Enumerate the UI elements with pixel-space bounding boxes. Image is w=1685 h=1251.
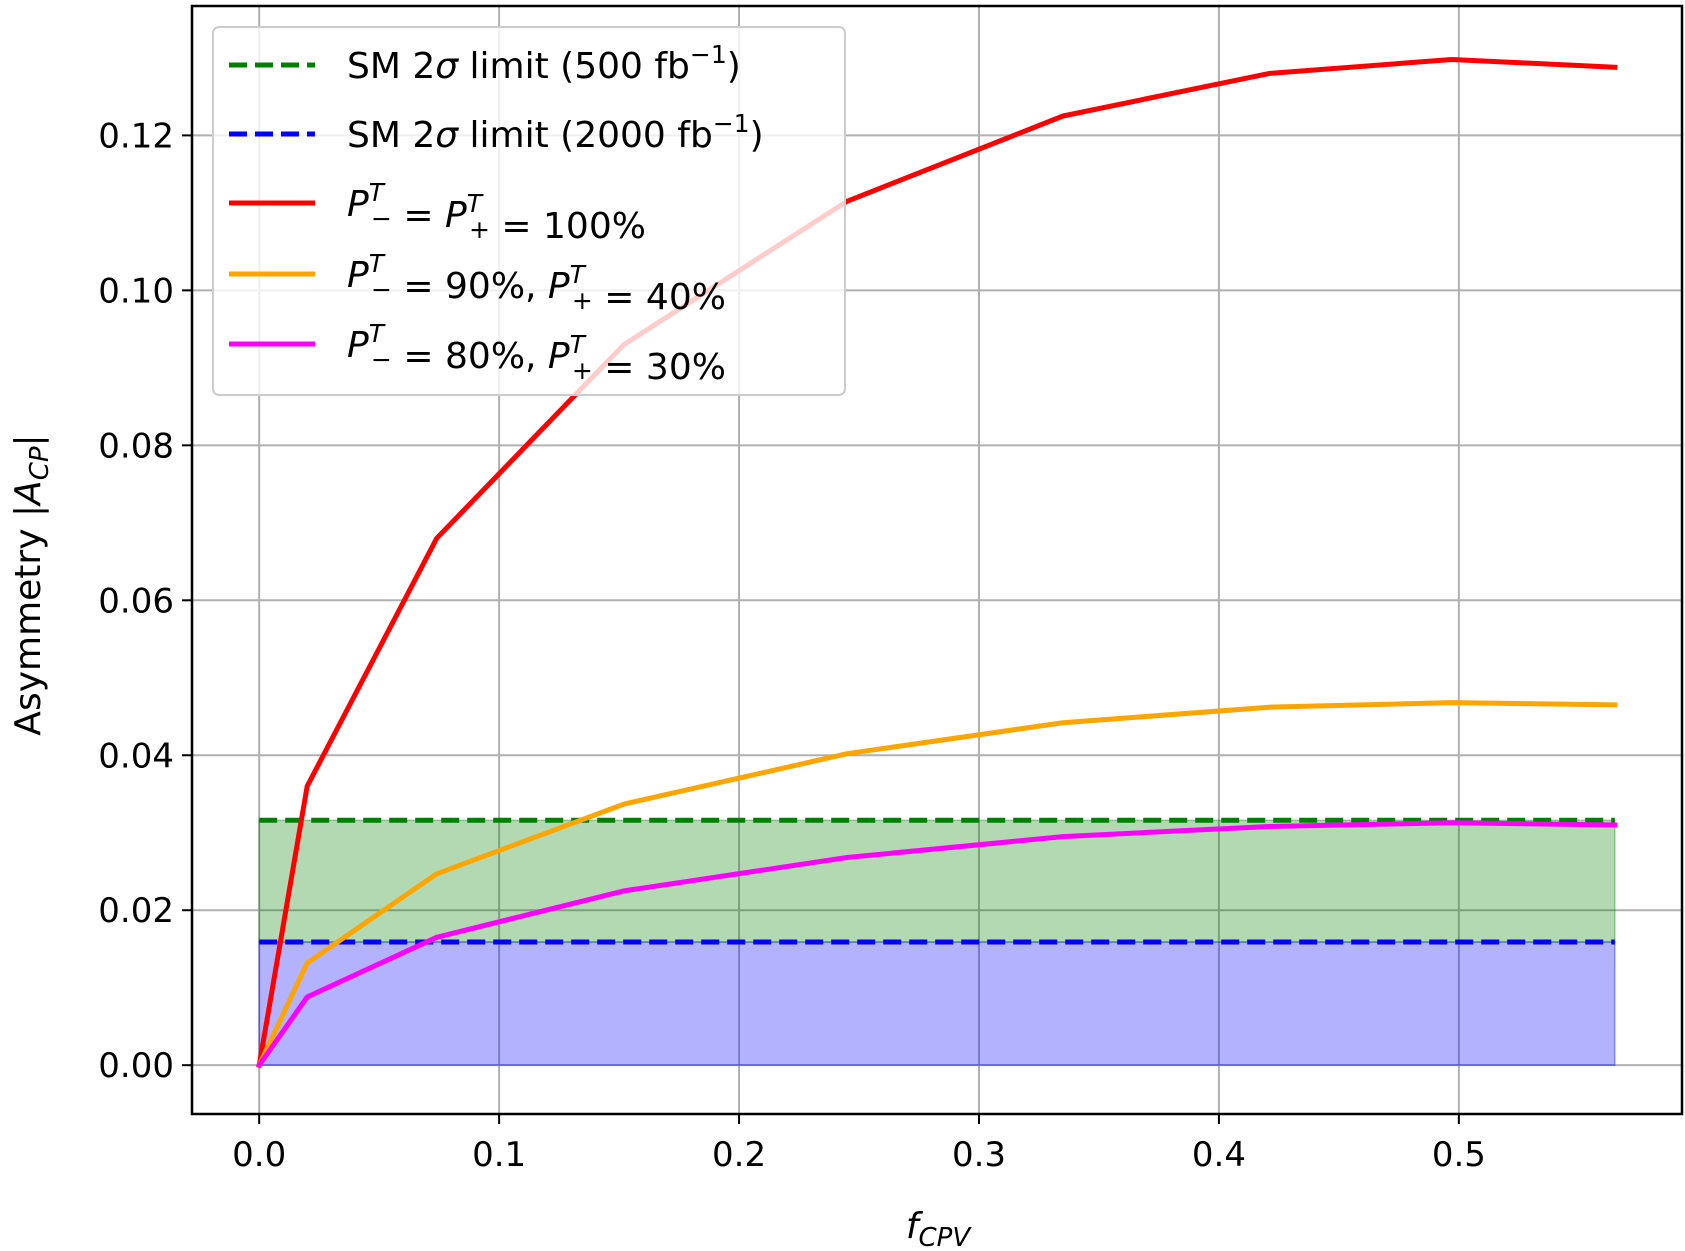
x-tick-label: 0.1	[472, 1135, 526, 1175]
limit-band	[258, 941, 1616, 1066]
y-tick-label: 0.00	[98, 1046, 174, 1086]
legend-label: SM 2σ limit (500 fb−1)	[347, 40, 741, 87]
legend-label: PT − = 90%, PT + = 40%	[347, 249, 726, 318]
y-tick-label: 0.08	[98, 426, 174, 466]
x-tick-label: 0.3	[952, 1135, 1006, 1175]
limit-band	[258, 819, 1616, 943]
x-tick-label: 0.0	[232, 1135, 286, 1175]
y-tick-label: 0.04	[98, 736, 174, 776]
plot-frame	[190, 4, 1684, 1116]
y-axis-label: Asymmetry |ACP|	[8, 434, 55, 735]
legend-label: SM 2σ limit (2000 fb−1)	[347, 109, 764, 156]
x-tick-label: 0.5	[1432, 1135, 1486, 1175]
series-line	[256, 57, 1618, 1069]
y-tick-label: 0.06	[98, 581, 174, 621]
y-axis-ticks: 0.00 0.02 0.04 0.06 0.08 0.10 0.12	[98, 116, 192, 1086]
legend-label: PT − = 80%, PT + = 30%	[347, 319, 726, 388]
x-tick-label: 0.4	[1192, 1135, 1246, 1175]
x-tick-label: 0.2	[712, 1135, 766, 1175]
y-tick-label: 0.12	[98, 116, 174, 156]
y-tick-label: 0.02	[98, 891, 174, 931]
legend-box	[212, 26, 846, 396]
legend: SM 2σ limit (500 fb−1) SM 2σ limit (2000 …	[212, 26, 846, 396]
series-line	[255, 820, 1618, 1069]
y-tick-label: 0.10	[98, 271, 174, 311]
legend-label: PT − = PT + = 100%	[347, 178, 646, 247]
x-axis-ticks: 0.0 0.1 0.2 0.3 0.4 0.5	[232, 1114, 1486, 1175]
series-line	[255, 700, 1618, 1069]
limit-bands	[258, 819, 1616, 1066]
series-lines	[255, 57, 1618, 1069]
